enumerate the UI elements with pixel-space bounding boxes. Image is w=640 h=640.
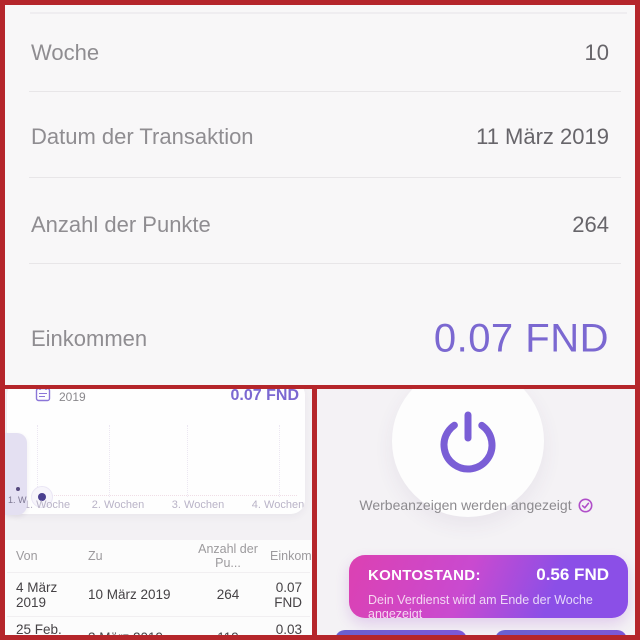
col-header-zu: Zu (88, 549, 103, 563)
balance-value: 0.56 FND (536, 565, 609, 584)
divider (7, 572, 310, 573)
income-label: Einkommen (31, 326, 148, 351)
x-label-week2[interactable]: 2. Wochen (91, 499, 145, 511)
gridline (109, 425, 110, 497)
collage-horizontal-divider (0, 385, 640, 389)
divider (29, 91, 621, 92)
cell-von: 25 Feb. 2019 (16, 622, 62, 635)
divider (29, 263, 621, 264)
partial-button-left[interactable] (335, 630, 467, 635)
check-circle-icon (578, 498, 593, 512)
gridline (279, 425, 280, 497)
date-range-clipped[interactable]: 4 März 2019 - 10 März (53, 389, 185, 390)
income-value: 0.07 FND (433, 316, 609, 361)
points-value: 264 (572, 212, 609, 237)
chart-tooltip-clipped: 1. W (5, 433, 27, 515)
balance-note: Dein Verdienst wird am Ende der Woche an… (368, 593, 593, 618)
cell-zu: 10 März 2019 (88, 587, 171, 602)
x-label-week3[interactable]: 3. Wochen (171, 499, 225, 511)
balance-banner: KONTOSTAND: 0.56 FND Dein Verdienst wird… (349, 555, 628, 618)
tooltip-text: 1. W (8, 495, 27, 505)
table-row[interactable]: 4 März 2019 10 März 2019 264 0.07 FND (5, 573, 312, 616)
col-header-punkte: Anzahl der Pu... (198, 542, 258, 570)
table-row[interactable]: 25 Feb. 2019 3 März 2019 119 0.03 FND (5, 617, 312, 635)
chart-amount: 0.07 FND (230, 389, 299, 404)
date-label: Datum der Transaktion (31, 124, 254, 149)
cell-von: 4 März 2019 (16, 579, 58, 610)
x-label-week4[interactable]: 4. Wochen (251, 499, 305, 511)
earnings-chart-panel: 4 März 2019 - 10 März 2019 0.07 FND 1. W… (5, 389, 312, 635)
cell-einkommen: 0.03 FND (275, 622, 302, 635)
divider (7, 616, 310, 617)
tooltip-dot (16, 487, 20, 491)
col-header-von: Von (16, 549, 38, 563)
year-label: 2019 (59, 390, 86, 404)
week-value: 10 (584, 40, 609, 65)
ads-status-text: Werbeanzeigen werden angezeigt (359, 497, 572, 513)
ads-status-row: Werbeanzeigen werden angezeigt (317, 494, 635, 516)
col-header-einkommen: Einkommen (270, 549, 312, 563)
data-point-week1 (37, 492, 46, 501)
date-value: 11 März 2019 (476, 124, 609, 149)
weekly-chart-card: 4 März 2019 - 10 März 2019 0.07 FND 1. W… (7, 389, 305, 514)
cell-punkte: 264 (216, 587, 240, 602)
chart-baseline (31, 495, 297, 496)
history-table: Von Zu Anzahl der Pu... Einkommen 4 März… (5, 540, 312, 635)
calendar-icon[interactable] (35, 389, 51, 402)
cell-zu: 3 März 2019 (88, 630, 186, 636)
power-icon (440, 411, 496, 473)
ads-status-panel: Werbeanzeigen werden angezeigt KONTOSTAN… (317, 389, 635, 635)
week-label: Woche (31, 40, 100, 65)
divider (29, 177, 621, 178)
points-label: Anzahl der Punkte (31, 212, 211, 237)
gridline (187, 425, 188, 497)
gridline (37, 425, 38, 497)
transaction-detail-panel: Woche 10 Datum der Transaktion 11 März 2… (5, 5, 635, 385)
cell-punkte: 119 (186, 630, 270, 636)
x-label-week1[interactable]: 1. Woche (23, 499, 71, 511)
balance-label: KONTOSTAND: (368, 567, 481, 584)
table-header-row: Von Zu Anzahl der Pu... Einkommen (5, 540, 312, 572)
power-button[interactable] (392, 389, 544, 517)
cell-einkommen: 0.07 FND (274, 579, 302, 610)
partial-button-right[interactable] (495, 630, 627, 635)
top-card-edge (30, 12, 627, 14)
collage-vertical-divider (312, 389, 317, 635)
